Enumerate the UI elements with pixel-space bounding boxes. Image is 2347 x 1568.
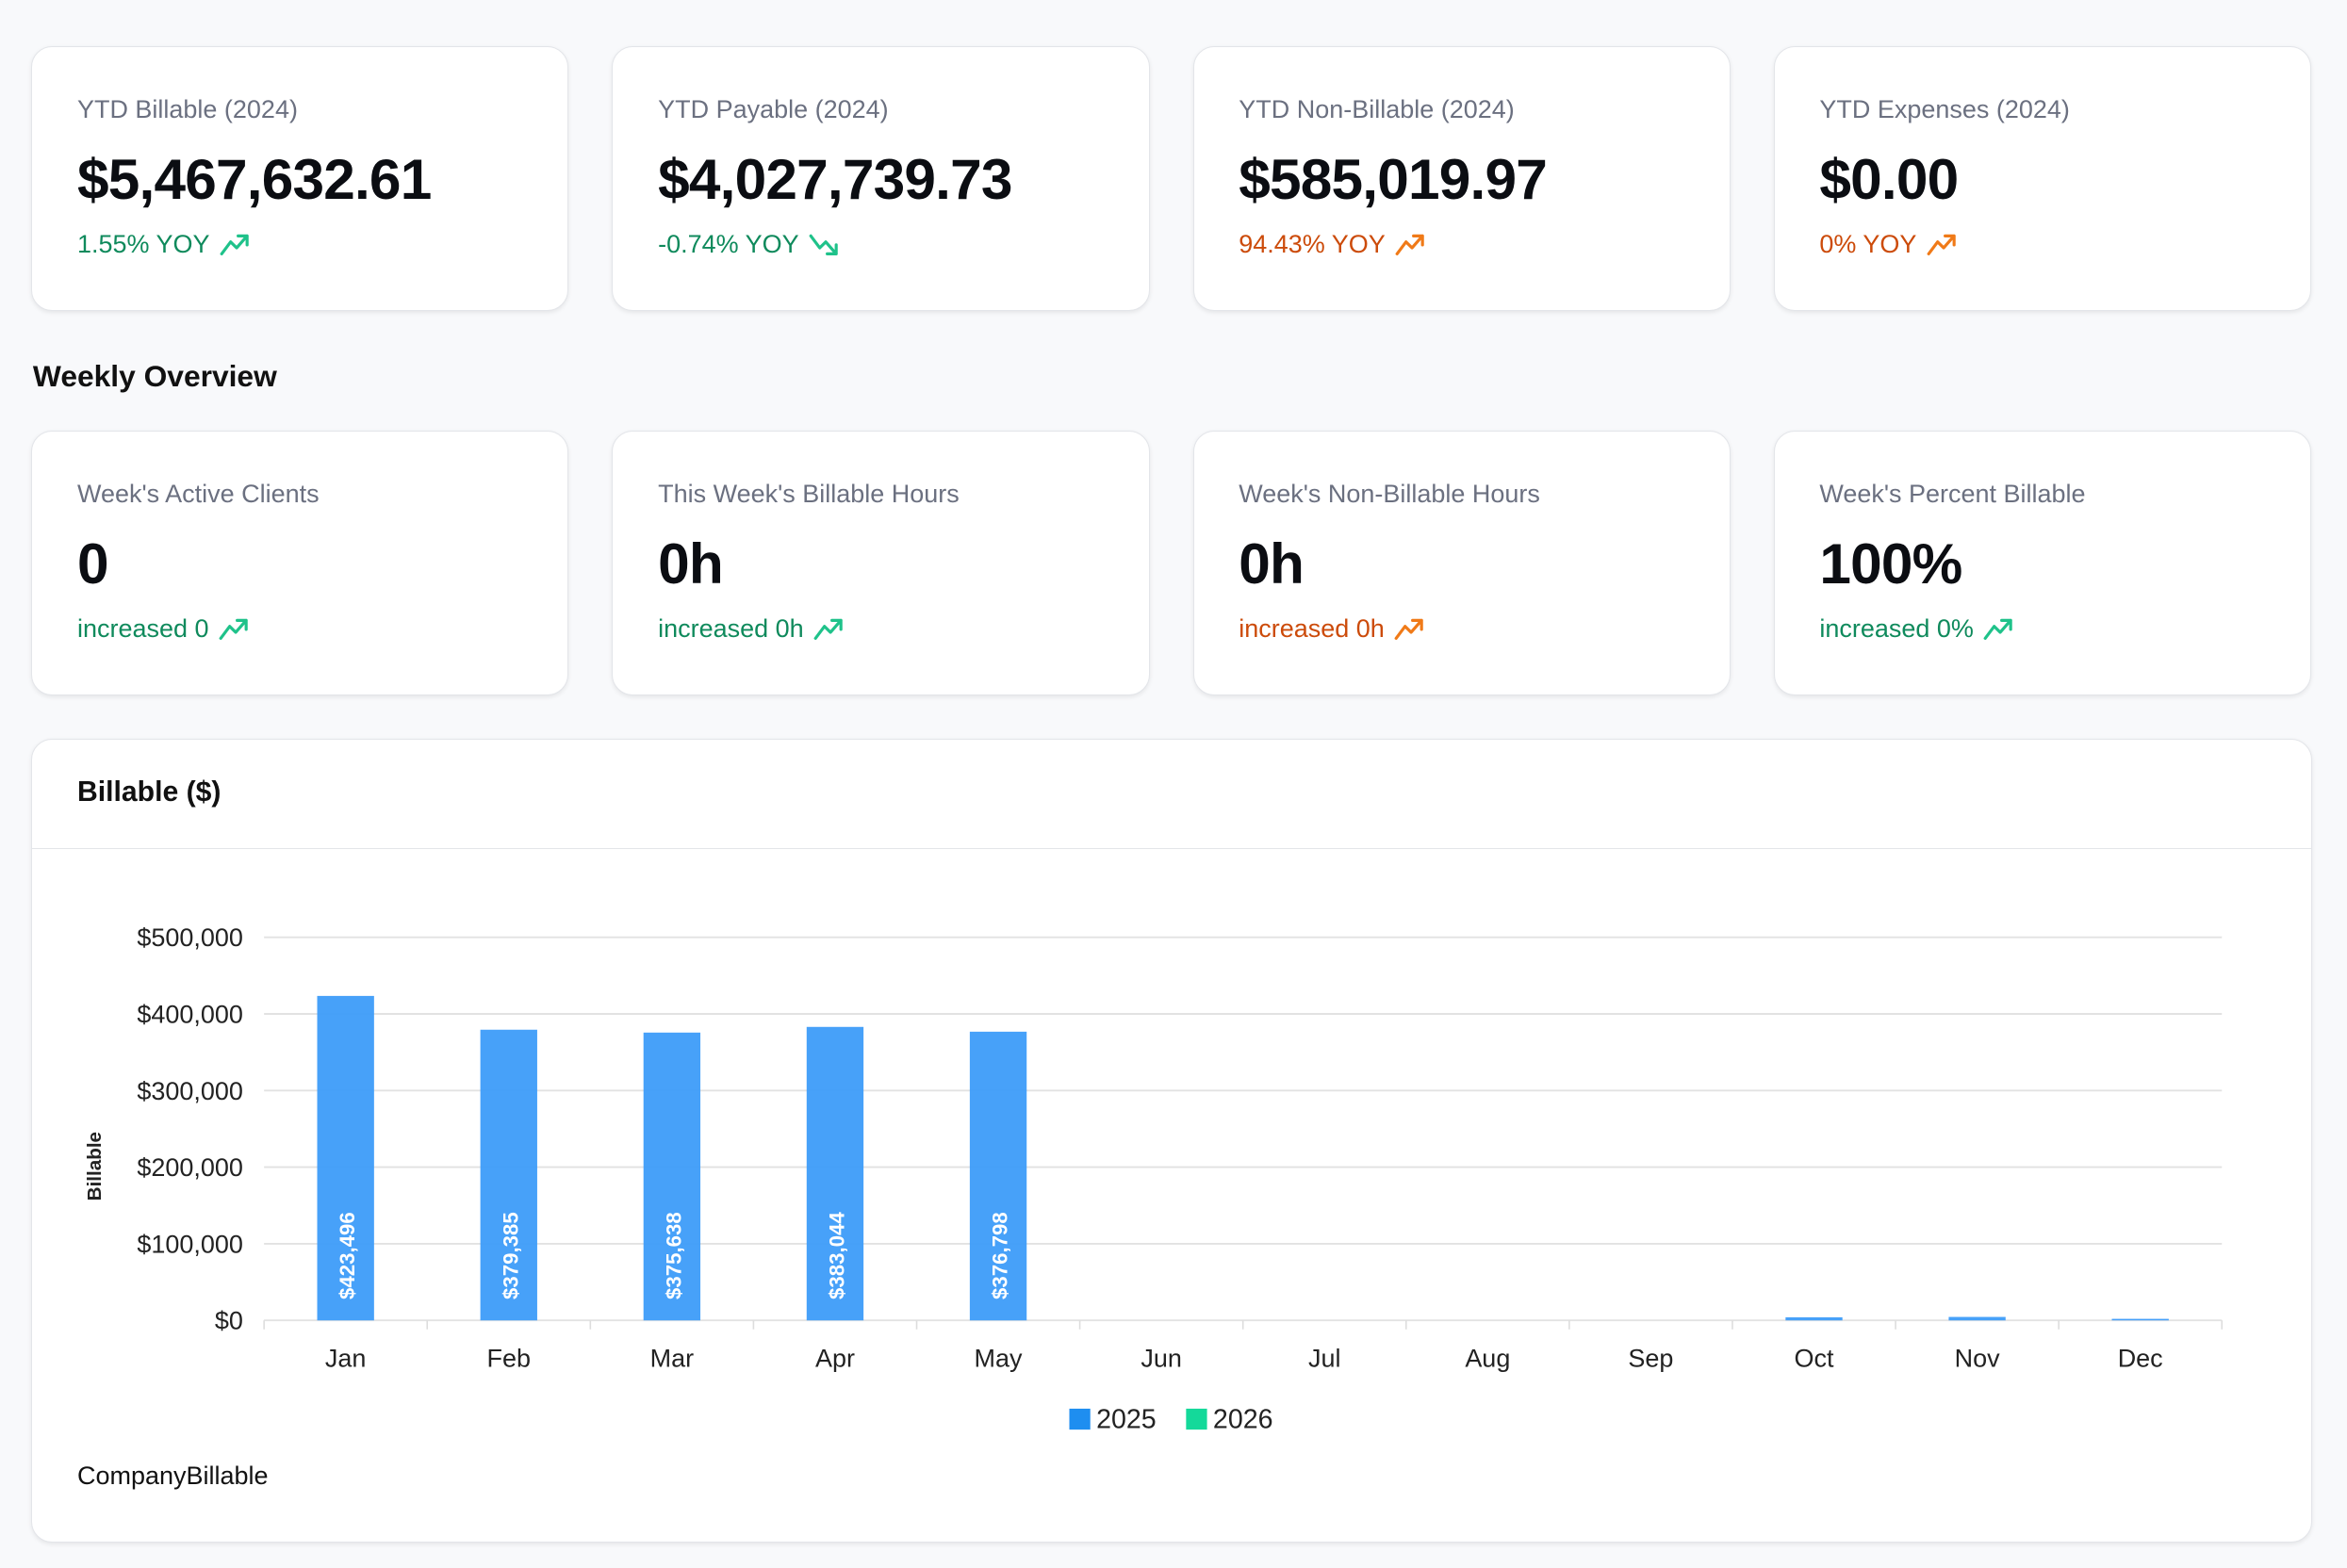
- trend-up-icon: [220, 234, 249, 255]
- bar-data-label: $379,385: [500, 1213, 523, 1300]
- x-tick-label: Jan: [325, 1345, 367, 1373]
- billable-bar-chart: $0 $100,000 $200,000 $300,000 $400,000 $500,0…: [84, 924, 2224, 1435]
- x-tick-label: Apr: [815, 1345, 855, 1373]
- bar-2025: [970, 1032, 1027, 1321]
- legend-label-2026: 2026: [1213, 1405, 1273, 1435]
- bar-2025: [807, 1027, 864, 1321]
- y-tick-label: $400,000: [138, 1001, 244, 1029]
- legend-swatch-2025: [1069, 1409, 1091, 1430]
- bar-2025: [1948, 1316, 2007, 1321]
- x-tick-label: Oct: [1795, 1345, 1834, 1373]
- x-tick-label: Feb: [487, 1345, 532, 1373]
- stat-value: $0.00: [1819, 147, 1959, 212]
- stat-value: 0: [76, 531, 109, 596]
- weekly-card: Week's Non-Billable Hours 0h increased 0…: [1192, 431, 1731, 696]
- bar-2025: [644, 1033, 701, 1321]
- stat-label: YTD Non-Billable (2024): [1239, 95, 1515, 124]
- chart-footer-label: CompanyBillable: [76, 1461, 269, 1490]
- weekly-card: This Week's Billable Hours 0h increased …: [612, 431, 1150, 696]
- stat-change: 94.43% YOY: [1239, 230, 1427, 260]
- bar-data-label: $423,496: [336, 1213, 360, 1300]
- ytd-card: YTD Payable (2024) $4,027,739.73 -0.74% …: [612, 46, 1150, 312]
- stat-change: increased 0h: [658, 614, 845, 645]
- legend-swatch-2026: [1186, 1409, 1207, 1430]
- x-tick-label: May: [975, 1345, 1023, 1373]
- x-tick-label: Nov: [1955, 1345, 2000, 1373]
- ytd-card: YTD Non-Billable (2024) $585,019.97 94.4…: [1192, 46, 1731, 312]
- bar-data-label: $375,638: [663, 1213, 686, 1300]
- change-text: -0.74% YOY: [658, 230, 799, 259]
- stat-label: Week's Percent Billable: [1819, 480, 2086, 509]
- y-axis-label: Billable: [84, 1132, 106, 1200]
- change-text: increased 0: [76, 614, 209, 644]
- trend-up-icon: [813, 618, 843, 641]
- weekly-card: Week's Active Clients 0 increased 0: [31, 431, 569, 696]
- stat-change: increased 0h: [1239, 614, 1426, 645]
- stat-label: Week's Non-Billable Hours: [1239, 480, 1540, 509]
- x-tick-label: Mar: [650, 1345, 694, 1373]
- weekly-overview-heading: Weekly Overview: [32, 359, 277, 394]
- y-tick-label: $500,000: [138, 924, 244, 953]
- bar-2025: [2111, 1318, 2170, 1321]
- change-text: increased 0%: [1819, 614, 1974, 644]
- weekly-card: Week's Percent Billable 100% increased 0…: [1773, 431, 2311, 696]
- x-tick-label: Sep: [1629, 1345, 1674, 1373]
- stat-change: increased 0: [77, 614, 251, 645]
- legend-label-2025: 2025: [1096, 1405, 1157, 1435]
- stat-value: 0h: [658, 531, 724, 596]
- change-text: 94.43% YOY: [1239, 230, 1386, 259]
- stat-label: YTD Payable (2024): [658, 95, 889, 124]
- chart-header: Billable ($): [32, 740, 2312, 849]
- x-tick-label: Jul: [1308, 1345, 1341, 1373]
- stat-label: Week's Active Clients: [76, 480, 320, 509]
- bar-2025: [1785, 1317, 1844, 1321]
- bar-data-label: $376,798: [989, 1213, 1012, 1300]
- y-tick-label: $200,000: [138, 1154, 244, 1183]
- stat-value: $5,467,632.61: [76, 147, 432, 212]
- stat-value: 0h: [1239, 531, 1305, 596]
- x-tick-label: Aug: [1466, 1345, 1511, 1373]
- stat-value: 100%: [1819, 531, 1962, 596]
- stat-change: -0.74% YOY: [658, 230, 841, 260]
- trend-up-icon: [1984, 618, 2013, 641]
- change-text: 1.55% YOY: [76, 230, 210, 259]
- y-tick-label: $300,000: [138, 1077, 244, 1105]
- trend-up-icon: [1395, 234, 1425, 255]
- stat-change: increased 0%: [1819, 614, 2015, 645]
- bar-data-label: $383,044: [826, 1212, 849, 1299]
- stat-label: YTD Billable (2024): [76, 95, 298, 124]
- ytd-card: YTD Expenses (2024) $0.00 0% YOY: [1773, 46, 2311, 312]
- change-text: 0% YOY: [1819, 230, 1917, 259]
- bar-2025: [480, 1030, 538, 1321]
- x-tick-label: Jun: [1141, 1345, 1183, 1373]
- billable-chart-card: Billable ($) $0 $100,000 $200,000 $300,000 $…: [31, 739, 2313, 1544]
- change-text: increased 0h: [658, 614, 804, 644]
- bar-2025: [317, 996, 375, 1321]
- trend-up-icon: [219, 618, 248, 641]
- x-tick-label: Dec: [2118, 1345, 2163, 1373]
- y-tick-label: $100,000: [138, 1231, 244, 1259]
- change-text: increased 0h: [1239, 614, 1385, 644]
- ytd-card: YTD Billable (2024) $5,467,632.61 1.55% …: [31, 46, 569, 312]
- trend-up-icon: [1394, 618, 1424, 641]
- chart-title: Billable ($): [76, 776, 222, 808]
- trend-down-icon: [809, 234, 838, 255]
- stat-change: 1.55% YOY: [77, 230, 252, 260]
- trend-up-icon: [1927, 234, 1956, 255]
- stat-value: $585,019.97: [1239, 147, 1548, 212]
- y-tick-label: $0: [215, 1307, 243, 1335]
- stat-value: $4,027,739.73: [658, 147, 1012, 212]
- stat-change: 0% YOY: [1819, 230, 1958, 260]
- stat-label: This Week's Billable Hours: [658, 480, 960, 509]
- stat-label: YTD Expenses (2024): [1819, 95, 2070, 124]
